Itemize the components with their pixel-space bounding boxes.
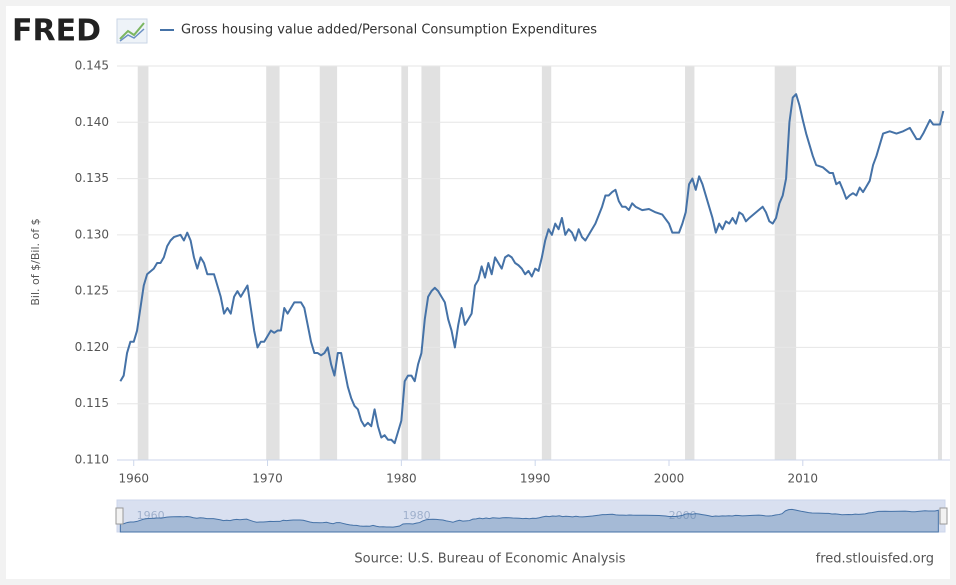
series-line xyxy=(119,93,945,445)
source: Source: U.S. Bureau of Economic Analysis xyxy=(354,552,625,567)
navigator-label: 1980 xyxy=(403,509,431,522)
y-tick-label: 0.125 xyxy=(75,284,109,298)
recession-band xyxy=(319,66,338,460)
x-tick-label: 1980 xyxy=(386,472,417,486)
x-tick-label: 1960 xyxy=(118,472,149,486)
y-tick-label: 0.140 xyxy=(75,115,109,129)
y-tick-label: 0.120 xyxy=(75,340,109,354)
y-tick-label: 0.115 xyxy=(75,396,109,410)
x-tick-label: 1990 xyxy=(520,472,551,486)
recession-band xyxy=(401,66,409,460)
recession-band xyxy=(774,66,797,460)
x-tick-label: 1970 xyxy=(252,472,283,486)
y-tick-label: 0.130 xyxy=(75,227,109,241)
y-tick-label: 0.110 xyxy=(75,453,109,467)
recession-band xyxy=(266,66,280,460)
navigator-handle xyxy=(939,507,948,525)
site: fred.stlouisfed.org xyxy=(816,552,934,567)
y-tick-label: 0.135 xyxy=(75,171,109,185)
recession-band xyxy=(421,66,441,460)
y-axis-label: Bil. of $/Bil. of $ xyxy=(29,218,42,305)
x-tick-label: 2010 xyxy=(788,472,819,486)
recession-band xyxy=(685,66,695,460)
navigator-handle xyxy=(115,507,124,525)
legend-label: Gross housing value added/Personal Consu… xyxy=(181,23,597,38)
navigator: 196019802000 xyxy=(115,499,948,533)
y-tick-label: 0.145 xyxy=(75,59,109,73)
navigator-bg xyxy=(116,499,946,533)
logo-icon xyxy=(116,18,148,44)
recession-band xyxy=(541,66,552,460)
recession-band xyxy=(937,66,942,460)
navigator-area xyxy=(119,508,939,533)
logo: FRED xyxy=(12,14,101,49)
recession-band xyxy=(137,66,149,460)
plot-area: 0.110 0.115 0.120 0.125 0.130 0.135 0.140 0.145… xyxy=(75,59,950,486)
x-tick-label: 2000 xyxy=(654,472,685,486)
